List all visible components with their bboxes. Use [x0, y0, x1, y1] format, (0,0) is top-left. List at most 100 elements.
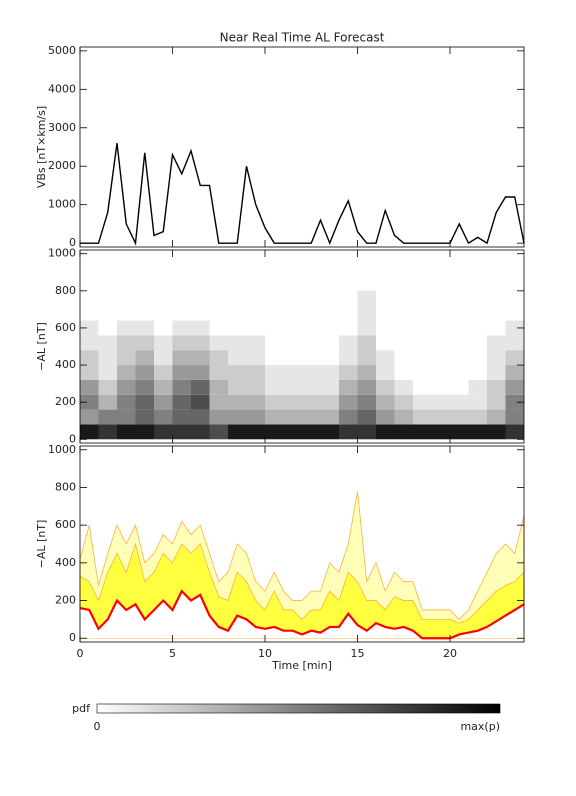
- plot-frame: [79, 249, 525, 444]
- heatmap-cell: [320, 320, 339, 336]
- y-tick-label: 0: [69, 236, 76, 249]
- y-tick-label: 1000: [48, 198, 76, 211]
- heatmap-cell: [246, 394, 265, 410]
- heatmap-cell: [320, 305, 339, 321]
- heatmap-cell: [98, 394, 117, 410]
- heatmap-cell: [209, 394, 228, 410]
- heatmap-cell: [487, 424, 506, 440]
- heatmap-cell: [431, 320, 450, 336]
- heatmap-cell: [450, 335, 469, 351]
- heatmap-cell: [505, 290, 524, 306]
- y-tick-label: 800: [55, 480, 76, 493]
- heatmap-cell: [209, 290, 228, 306]
- y-tick-label: 4000: [48, 82, 76, 95]
- heatmap-cell: [98, 409, 117, 425]
- heatmap-cell: [228, 320, 247, 336]
- heatmap-cell: [228, 290, 247, 306]
- heatmap-cell: [505, 424, 524, 440]
- y-tick-label: 400: [55, 556, 76, 569]
- y-tick-label: 0: [69, 631, 76, 644]
- heatmap-cell: [283, 394, 302, 410]
- heatmap-cell: [394, 409, 413, 425]
- heatmap-cell: [228, 305, 247, 321]
- heatmap-cell: [450, 305, 469, 321]
- heatmap-cell: [320, 379, 339, 395]
- heatmap-cell: [265, 424, 284, 440]
- y-axis-label: −AL [nT]: [35, 322, 48, 371]
- heatmap-cell: [265, 320, 284, 336]
- heatmap-cell: [320, 394, 339, 410]
- heatmap-cell: [246, 379, 265, 395]
- heatmap-cell: [431, 409, 450, 425]
- y-tick-label: 5000: [48, 44, 76, 57]
- heatmap-cell: [172, 394, 191, 410]
- heatmap-cell: [505, 365, 524, 380]
- heatmap-cell: [209, 350, 228, 366]
- heatmap-cell: [80, 379, 99, 395]
- heatmap-cell: [376, 335, 395, 351]
- heatmap-cell: [413, 379, 432, 395]
- heatmap-cell: [505, 394, 524, 410]
- heatmap-cell: [339, 290, 358, 306]
- heatmap-cell: [246, 290, 265, 306]
- heatmap-cell: [98, 290, 117, 306]
- heatmap-cell: [394, 379, 413, 395]
- heatmap-cell: [135, 394, 154, 410]
- heatmap-cell: [302, 335, 321, 351]
- heatmap-cell: [413, 365, 432, 380]
- heatmap-cell: [505, 320, 524, 336]
- heatmap-cell: [450, 320, 469, 336]
- heatmap-cell: [117, 335, 136, 351]
- heatmap-cell: [505, 305, 524, 321]
- heatmap-cell: [357, 394, 376, 410]
- heatmap-cell: [172, 350, 191, 366]
- heatmap-cell: [80, 290, 99, 306]
- heatmap-cell: [487, 290, 506, 306]
- heatmap-cell: [413, 335, 432, 351]
- heatmap-cell: [80, 335, 99, 351]
- y-axis-label: VBs [nT×km/s]: [35, 106, 48, 188]
- heatmap-cell: [413, 409, 432, 425]
- heatmap-cell: [357, 350, 376, 366]
- heatmap-cell: [450, 409, 469, 425]
- heatmap-cell: [283, 379, 302, 395]
- heatmap-cell: [283, 305, 302, 321]
- heatmap-cell: [117, 305, 136, 321]
- heatmap-cell: [191, 424, 210, 440]
- heatmap-cell: [98, 320, 117, 336]
- heatmap-cell: [191, 379, 210, 395]
- heatmap-cell: [154, 290, 173, 306]
- heatmap-cell: [80, 394, 99, 410]
- heatmap-cell: [80, 365, 99, 380]
- x-axis-label: Time [min]: [271, 659, 332, 672]
- heatmap-cell: [487, 305, 506, 321]
- heatmap-cell: [80, 350, 99, 366]
- heatmap-cell: [117, 290, 136, 306]
- heatmap-cell: [209, 320, 228, 336]
- chart-title: Near Real Time AL Forecast: [220, 31, 385, 45]
- heatmap-cell: [431, 305, 450, 321]
- heatmap-cell: [265, 365, 284, 380]
- heatmap-cell: [487, 379, 506, 395]
- heatmap-cell: [357, 365, 376, 380]
- heatmap-cell: [339, 335, 358, 351]
- heatmap-cell: [487, 409, 506, 425]
- x-tick-label: 0: [77, 647, 84, 660]
- heatmap-cell: [339, 350, 358, 366]
- heatmap-cell: [80, 320, 99, 336]
- heatmap-cell: [339, 320, 358, 336]
- heatmap-cell: [413, 305, 432, 321]
- heatmap-cell: [191, 290, 210, 306]
- heatmap-cell: [135, 320, 154, 336]
- heatmap-cell: [172, 424, 191, 440]
- heatmap-cell: [228, 394, 247, 410]
- under-median-area: [80, 591, 524, 639]
- heatmap-cell: [80, 424, 99, 440]
- heatmap-cell: [450, 290, 469, 306]
- heatmap-cell: [265, 305, 284, 321]
- heatmap-cell: [320, 365, 339, 380]
- heatmap-cell: [98, 379, 117, 395]
- heatmap-cell: [394, 335, 413, 351]
- x-tick-label: 5: [169, 647, 176, 660]
- heatmap-cell: [431, 365, 450, 380]
